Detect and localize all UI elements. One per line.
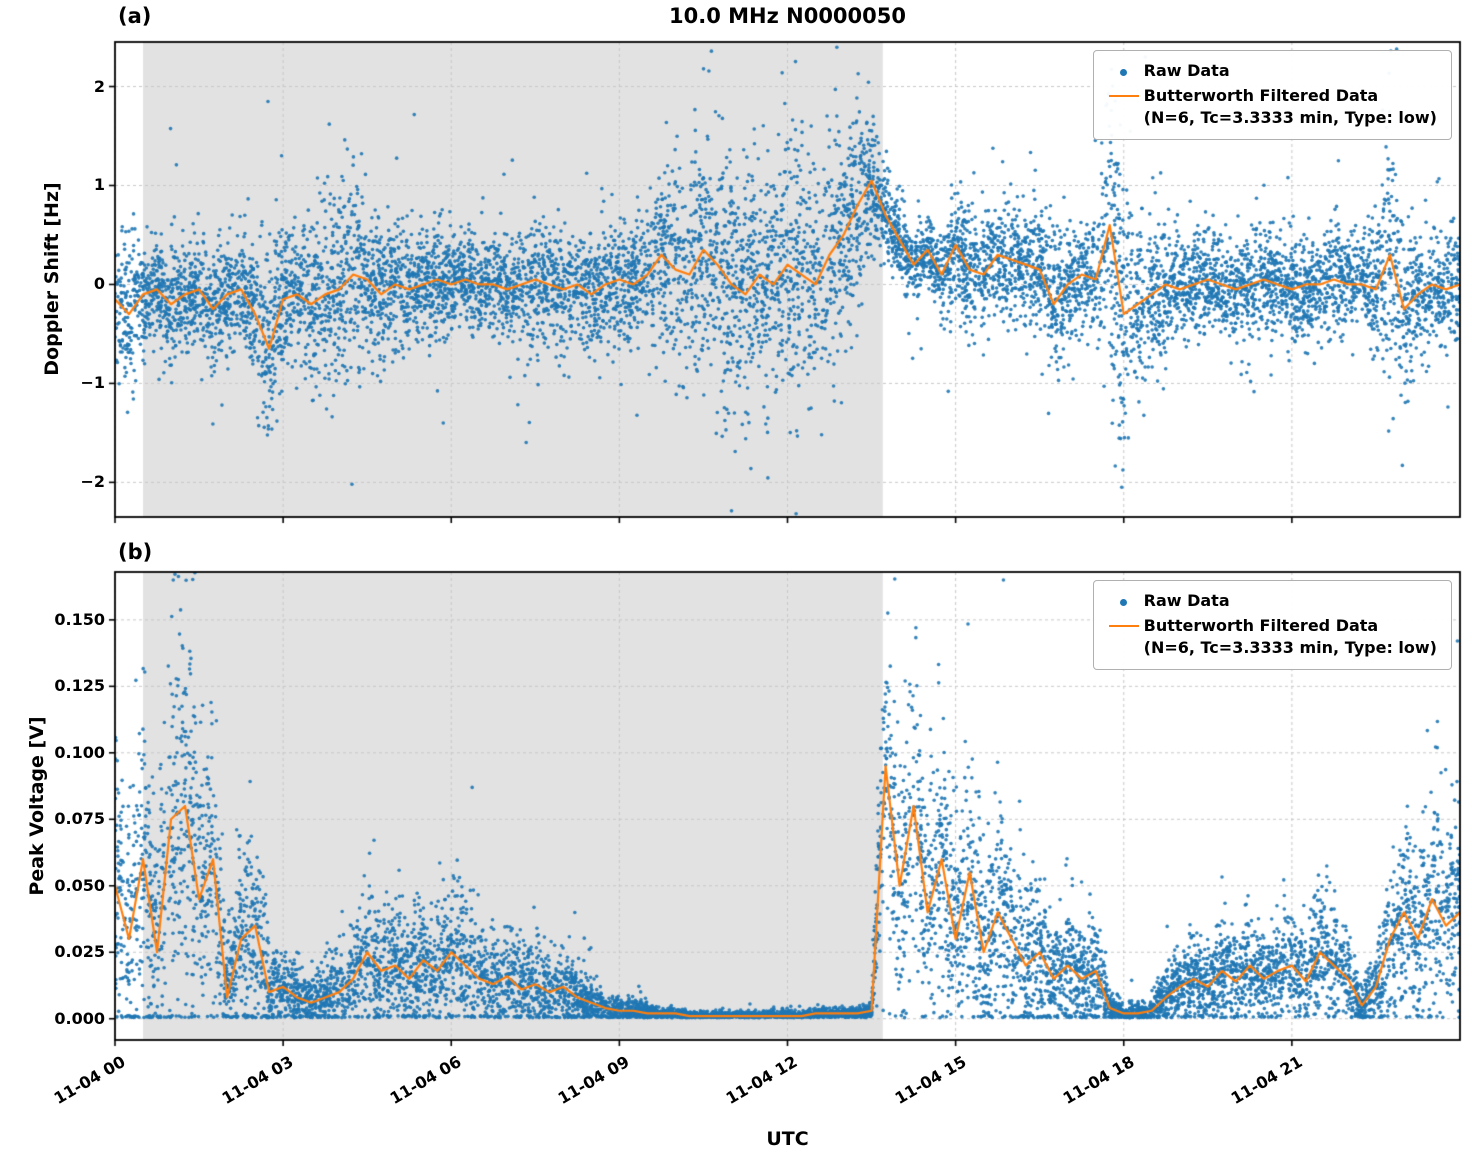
filtered-line-icon [1104, 615, 1144, 637]
legend-panel-a: Raw Data Butterworth Filtered Data (N=6,… [1092, 50, 1452, 140]
raw-data-marker-icon [1104, 591, 1144, 613]
legend-filtered-sublabel: (N=6, Tc=3.3333 min, Type: low) [1143, 638, 1437, 657]
raw-data-marker-icon [1104, 61, 1144, 83]
legend-filtered-label: Butterworth Filtered Data [1143, 86, 1379, 105]
legend-raw-label: Raw Data [1143, 61, 1230, 80]
legend-panel-b: Raw Data Butterworth Filtered Data (N=6,… [1092, 580, 1452, 670]
filtered-line-icon [1104, 85, 1144, 107]
legend-filtered-sublabel: (N=6, Tc=3.3333 min, Type: low) [1143, 108, 1437, 127]
legend-raw-label: Raw Data [1143, 591, 1230, 610]
legend-filtered-label: Butterworth Filtered Data [1143, 616, 1379, 635]
